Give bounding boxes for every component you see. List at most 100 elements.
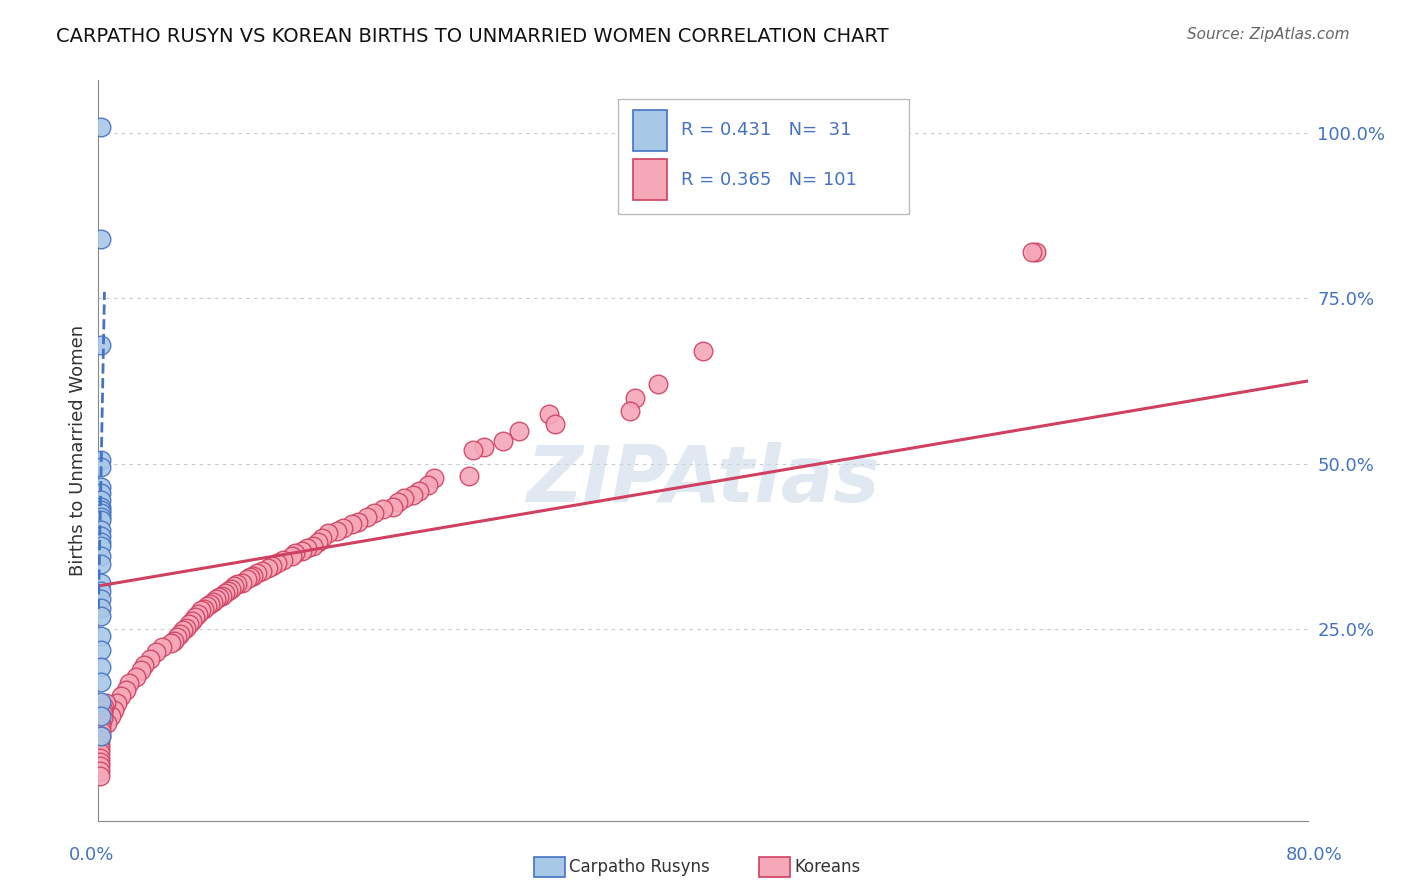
Point [90,729,112,743]
Point [90,480,112,494]
Point [190,603,212,617]
Point [224,579,246,593]
Point [271,552,294,566]
Point [457,468,479,483]
Point [371,501,394,516]
Y-axis label: Births to Unmarried Women: Births to Unmarried Women [69,325,87,576]
Point [239,570,262,584]
Point [90,720,112,734]
Point [90,453,112,467]
Text: R = 0.365   N= 101: R = 0.365 N= 101 [682,171,858,189]
Point [537,407,560,421]
Point [492,434,515,448]
Point [89,738,111,752]
Point [90,337,112,351]
Point [214,585,236,599]
Point [184,610,207,624]
Point [89,759,111,773]
Point [382,500,405,514]
Point [90,232,112,246]
Point [90,506,112,520]
FancyBboxPatch shape [619,99,908,213]
Point [217,583,239,598]
Point [221,582,243,597]
Point [256,561,278,575]
Point [110,690,132,704]
Point [332,521,354,535]
Point [311,531,333,545]
Point [90,724,112,739]
Point [91,711,114,725]
Point [90,629,112,643]
Point [208,591,231,605]
Point [90,660,112,674]
Point [205,592,228,607]
Point [105,696,128,710]
Point [90,493,112,508]
Point [150,640,173,655]
Point [91,703,114,717]
Point [281,549,304,564]
Point [202,595,225,609]
Point [211,589,233,603]
Point [839,126,862,140]
Point [179,616,201,631]
Point [356,509,378,524]
Point [90,120,112,134]
Point [692,344,714,359]
Point [90,674,112,689]
Point [90,503,112,517]
Point [316,526,339,541]
Point [160,636,183,650]
Point [90,513,112,527]
Point [231,575,253,590]
Bar [633,160,666,200]
Point [163,633,186,648]
Point [90,460,112,475]
Point [387,495,409,509]
Point [619,404,641,418]
Point [90,529,112,543]
Point [392,491,415,505]
Point [647,377,669,392]
Point [89,764,111,778]
Point [90,600,112,615]
Point [90,539,112,553]
Point [94,696,117,710]
Point [91,706,114,721]
Point [246,566,269,580]
Point [139,651,162,665]
Point [347,515,370,529]
Point [1024,245,1046,260]
Point [408,484,430,499]
Point [195,599,218,613]
Point [90,583,112,598]
Text: 0.0%: 0.0% [69,846,114,863]
Point [132,658,155,673]
Point [200,597,222,611]
Point [235,573,257,587]
Point [242,569,264,583]
Point [284,546,307,560]
Point [169,627,191,641]
Point [90,486,112,500]
Point [174,621,197,635]
Point [291,544,314,558]
Point [118,676,141,690]
Point [307,534,329,549]
Point [90,709,112,723]
Point [90,534,112,549]
Text: Koreans: Koreans [794,858,860,876]
Point [96,715,118,730]
Point [423,471,446,485]
Point [90,509,112,524]
Point [166,630,188,644]
Point [103,703,125,717]
Point [624,391,647,405]
Point [90,695,112,709]
Point [416,478,439,492]
Point [187,607,209,622]
Point [90,729,112,743]
Point [302,539,325,553]
Point [508,424,530,438]
